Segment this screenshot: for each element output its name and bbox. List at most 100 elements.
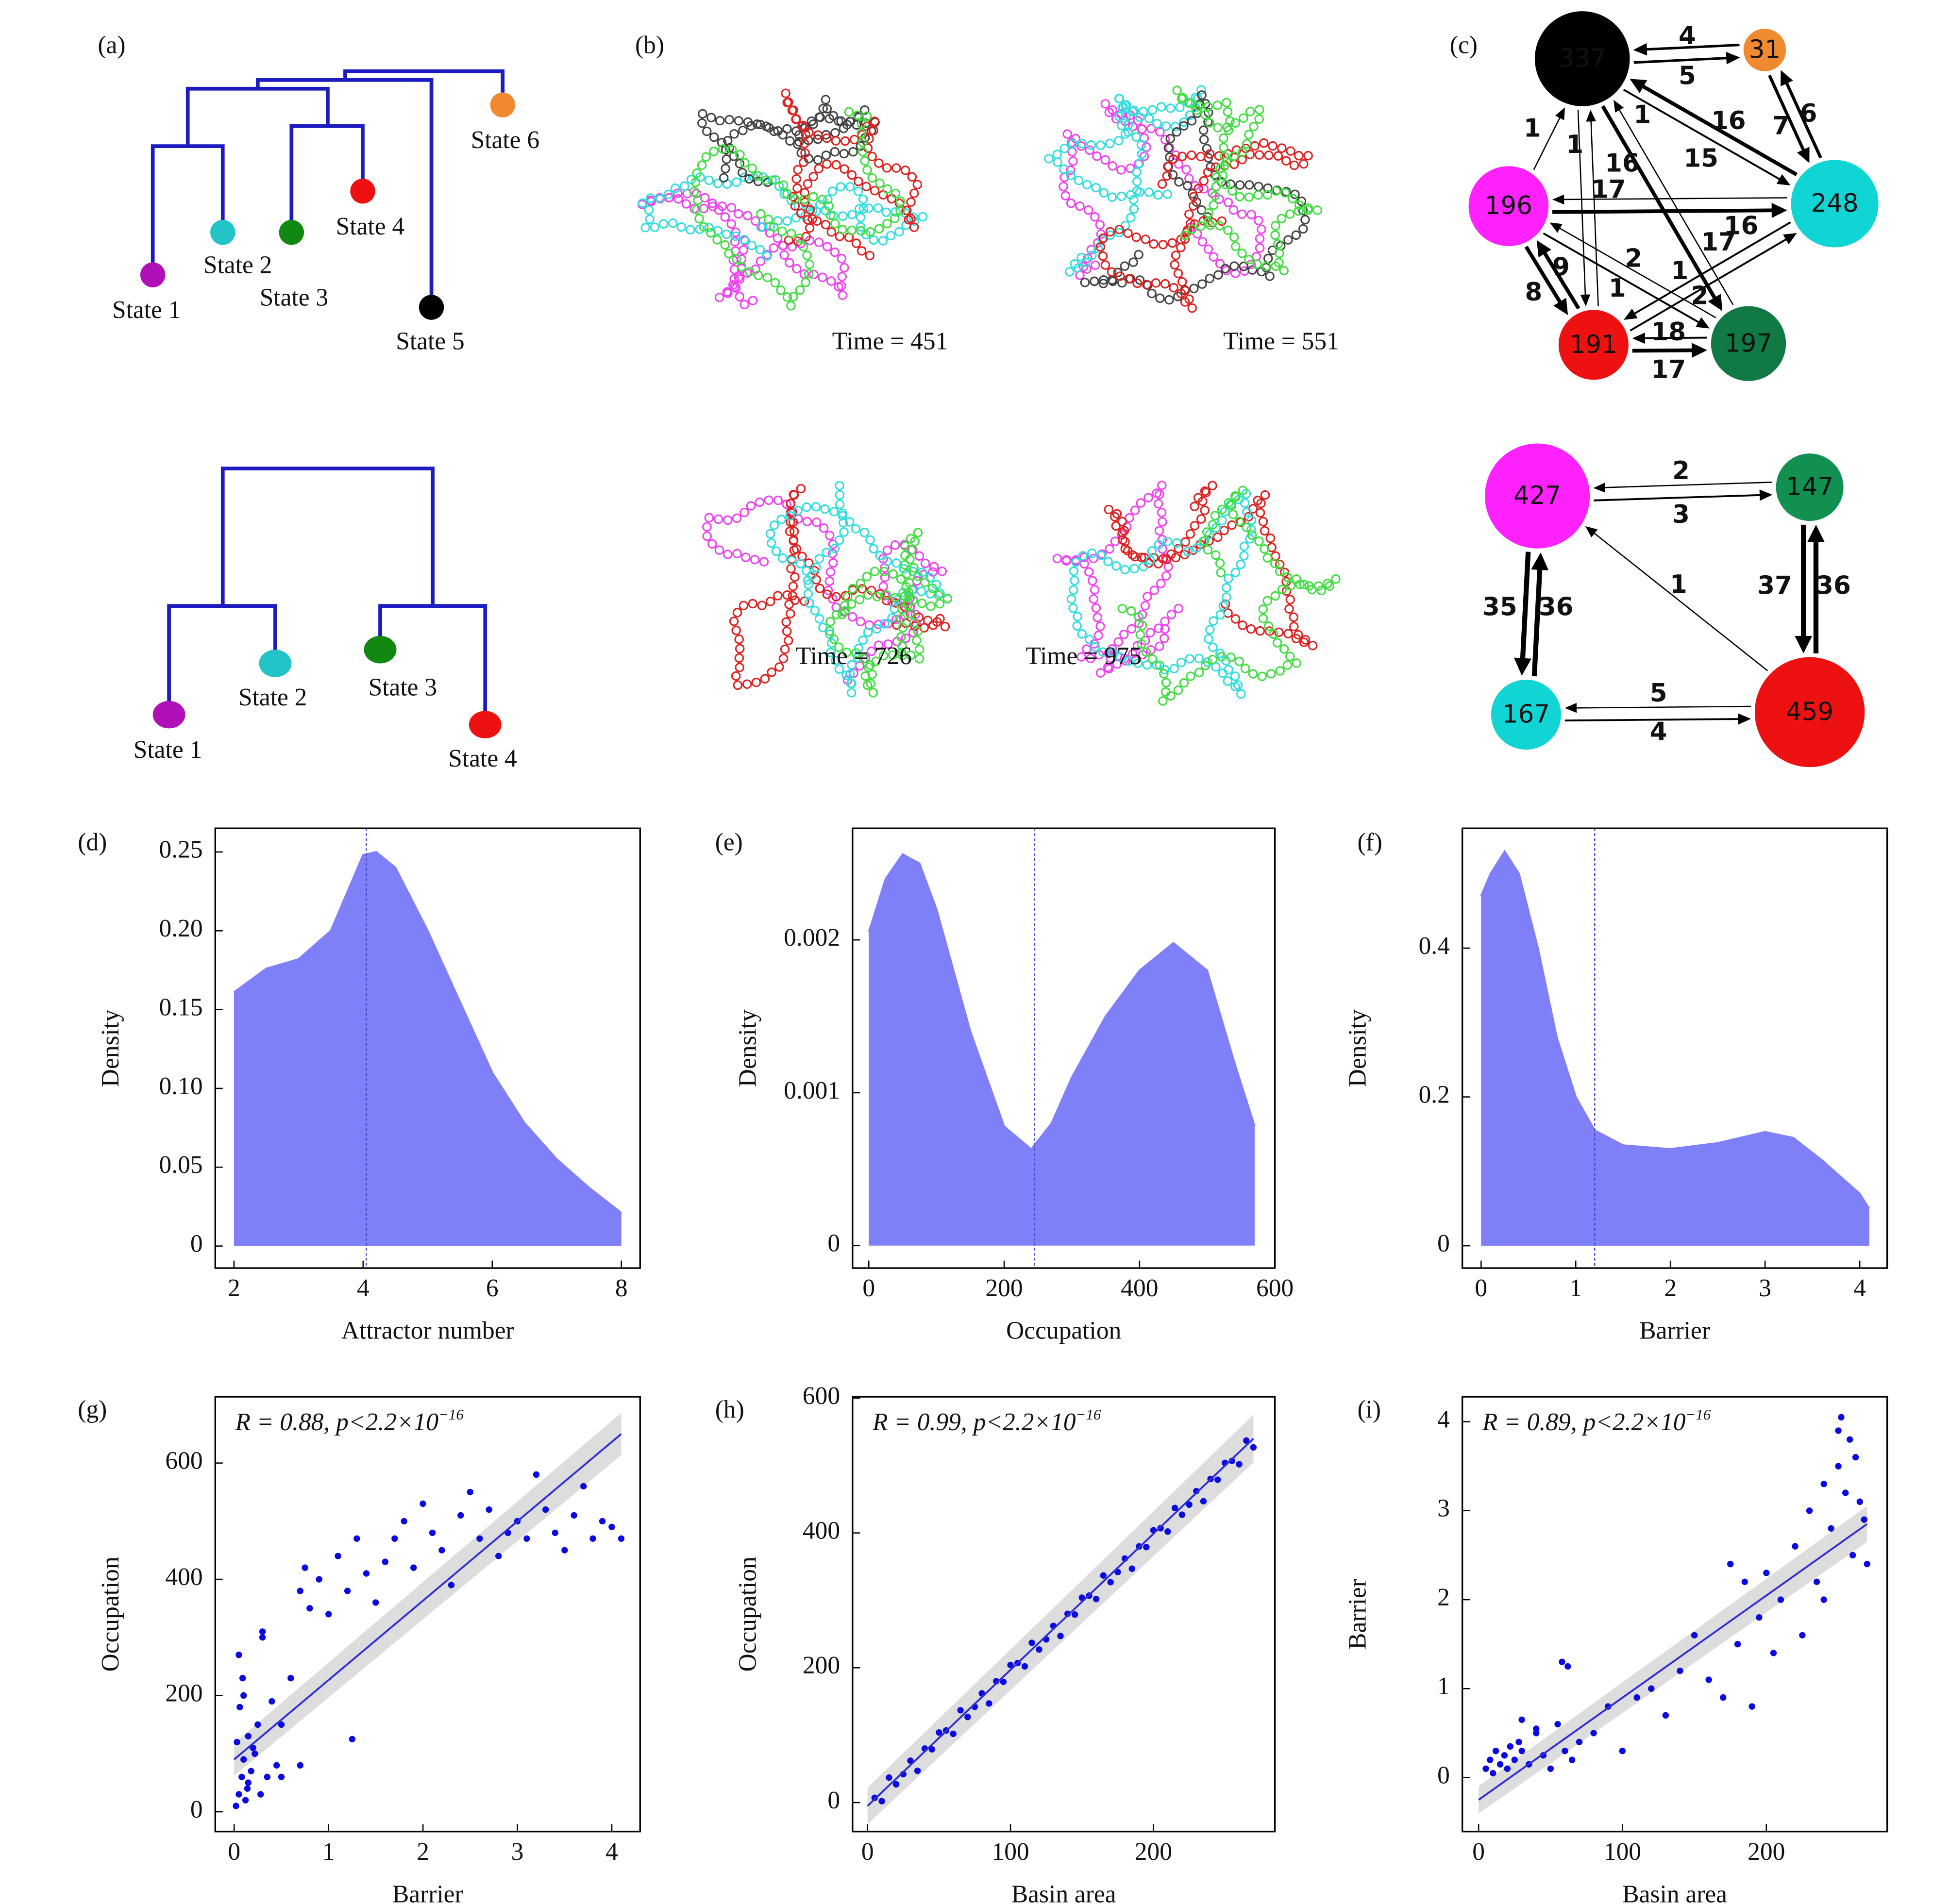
- scatter-point: [618, 1535, 625, 1542]
- scatter-point: [240, 1756, 247, 1763]
- trajectory-point: [834, 535, 844, 545]
- trajectory-point: [714, 205, 724, 215]
- edge-label: 16: [1605, 149, 1640, 178]
- trajectory-point: [1234, 517, 1244, 526]
- trajectory-point: [1157, 507, 1167, 518]
- edge: [1644, 43, 1740, 51]
- scatter-point: [1852, 1454, 1859, 1461]
- trajectory-point: [875, 551, 885, 561]
- trajectory-point: [822, 548, 831, 557]
- trajectory-point: [731, 671, 741, 681]
- trajectory-point: [1161, 678, 1171, 687]
- x-tick-label: 2: [1664, 1274, 1677, 1302]
- trajectory-point: [742, 211, 753, 220]
- trajectory-point: [1127, 649, 1138, 659]
- trajectory-point: [1242, 507, 1252, 517]
- trajectory-point: [804, 558, 814, 568]
- trajectory-point: [737, 262, 747, 272]
- node-label: 167: [1502, 700, 1550, 729]
- trajectory-point: [790, 201, 800, 211]
- trajectory-point: [1181, 165, 1191, 175]
- scatter-point: [245, 1779, 252, 1786]
- trajectory-point: [799, 596, 809, 606]
- trajectory-point: [650, 222, 660, 232]
- trajectory-point: [1294, 150, 1304, 161]
- trajectory-point: [912, 180, 923, 189]
- x-tick-label: 0: [861, 1838, 874, 1866]
- trajectory-point: [864, 203, 874, 213]
- trajectory-point: [791, 544, 802, 554]
- trajectory-point: [1230, 614, 1241, 624]
- trajectory-point: [1090, 642, 1100, 652]
- trajectory-point: [1068, 603, 1078, 613]
- trajectory-point: [909, 563, 919, 573]
- trajectory-point: [1126, 606, 1136, 616]
- scatter-point: [1741, 1578, 1748, 1585]
- trajectory-point: [1236, 559, 1245, 569]
- trajectory-point: [723, 288, 733, 299]
- trajectory-point: [697, 118, 707, 128]
- trajectory-point: [788, 591, 798, 601]
- trajectory-point: [701, 152, 711, 162]
- trajectory-point: [1127, 107, 1138, 117]
- trajectory-point: [704, 223, 714, 233]
- trajectory-point: [801, 278, 810, 287]
- trajectory-point: [1098, 251, 1108, 261]
- trajectory-point: [1230, 568, 1241, 577]
- trajectory-point: [1090, 585, 1100, 595]
- trajectory-point: [1147, 288, 1157, 299]
- trajectory-point: [1259, 138, 1269, 148]
- trajectory-point: [1162, 189, 1173, 199]
- trajectory-point: [777, 226, 787, 236]
- trajectory-point: [1100, 99, 1110, 109]
- trajectory-point: [1262, 553, 1272, 563]
- trajectory-point: [902, 205, 912, 216]
- trajectory-point: [1068, 156, 1078, 166]
- axes-frame: [852, 1396, 1276, 1833]
- trajectory-point: [742, 679, 752, 689]
- dendrogram-branch: [378, 604, 488, 725]
- edge: [1617, 107, 1734, 305]
- trajectory-point: [1059, 182, 1068, 192]
- dendrogram-leaf: [469, 711, 502, 738]
- trajectory-point: [1294, 200, 1304, 210]
- trajectory-point: [750, 554, 760, 565]
- x-tick-label: 4: [605, 1838, 618, 1866]
- trajectory-point: [1145, 555, 1155, 565]
- edge-label: 17: [1591, 175, 1626, 204]
- trajectory-point: [891, 188, 901, 199]
- trajectory-point: [704, 175, 714, 185]
- edge: [1564, 718, 1741, 722]
- trajectory-point: [1166, 549, 1176, 559]
- trajectory-point: [691, 188, 702, 199]
- scatter-point: [886, 1774, 892, 1781]
- trajectory-point: [824, 114, 834, 124]
- trajectory-point: [723, 550, 733, 559]
- time-label: Time = 451: [832, 328, 948, 355]
- edge-label: 1: [1671, 256, 1689, 285]
- trajectory-point: [860, 671, 871, 681]
- trajectory-point: [1117, 517, 1127, 527]
- network-node: [1468, 166, 1549, 246]
- trajectory-point: [1155, 660, 1164, 670]
- scatter-point: [1748, 1703, 1755, 1710]
- trajectory-point: [827, 186, 838, 196]
- trajectory-point: [1270, 558, 1280, 568]
- trajectory-point: [763, 215, 773, 224]
- trajectory-point: [882, 596, 891, 605]
- scatter-point: [571, 1512, 577, 1519]
- trajectory-point: [1291, 230, 1301, 240]
- trajectory-point: [1190, 521, 1200, 531]
- trajectory-point: [1128, 121, 1138, 132]
- trajectory-point: [830, 543, 840, 553]
- scatter-point: [1861, 1516, 1867, 1523]
- trajectory-point: [1140, 601, 1150, 611]
- trajectory-point: [1177, 277, 1187, 287]
- node-label: 197: [1725, 329, 1772, 358]
- trajectory-point: [1209, 200, 1219, 210]
- trajectory-point: [734, 653, 744, 663]
- trajectory-point: [1222, 583, 1231, 593]
- trajectory-point: [791, 174, 802, 184]
- y-axis-label: Barrier: [1344, 1579, 1371, 1650]
